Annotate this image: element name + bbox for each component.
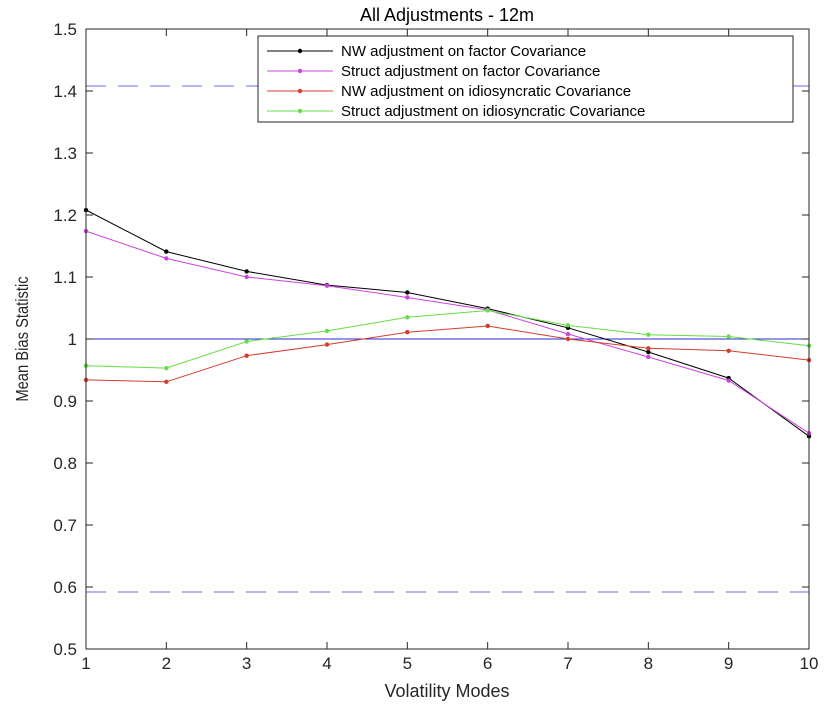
x-tick-label: 8 [644,654,653,673]
data-point [324,328,330,334]
chart-title: All Adjustments - 12m [360,5,534,25]
legend-marker-3 [297,108,303,114]
y-tick-label: 0.8 [53,454,77,473]
data-point [405,290,410,295]
y-tick-label: 1.5 [53,20,77,39]
legend: NW adjustment on factor Covariance Struct… [257,35,794,123]
data-point [646,349,651,355]
data-point [164,256,169,261]
legend-label-3: Struct adjustment on idiosyncratic Covar… [341,103,645,120]
y-axis-title: Mean Bias Statistic [13,276,33,401]
series-3 [83,308,812,371]
data-point [324,283,330,288]
y-tick-label: 0.5 [53,640,77,659]
data-point [565,336,571,342]
series-line-3 [85,309,810,369]
data-point [405,329,410,335]
x-tick-label: 6 [483,654,492,673]
data-point [646,332,651,337]
y-tick-label: 1 [68,330,77,349]
x-tick-label: 5 [403,654,412,673]
data-point [646,354,651,360]
y-tick-label: 1.3 [53,144,77,163]
x-axis-title: Volatility Modes [384,681,509,701]
ticks-layer: 1 2 3 4 5 6 7 8 9 10 0.5 0.6 0.7 0.8 0.9 1 1.1 1.2 1.3 1.4 1… [53,20,818,673]
data-point [244,353,249,358]
y-tick-label: 0.9 [53,392,77,411]
data-point [485,323,490,329]
data-point [565,331,571,337]
x-tick-label: 9 [724,654,733,673]
y-tick-label: 1.1 [53,268,77,287]
x-tick-label: 4 [322,654,331,673]
data-point [565,323,571,328]
x-tick-label: 1 [81,654,90,673]
data-point [164,365,169,371]
y-tick-label: 0.7 [53,516,77,535]
legend-box [257,35,794,123]
legend-marker-2 [297,88,303,94]
data-point [646,346,651,351]
series-line-2 [85,325,810,383]
x-tick-label: 2 [162,654,171,673]
data-point [244,274,249,280]
data-point [405,295,410,300]
y-tick-label: 1.4 [53,82,77,101]
legend-label-1: Struct adjustment on factor Covariance [341,63,600,80]
data-point [726,334,731,339]
y-tick-label: 0.6 [53,578,77,597]
series-line-1 [85,230,810,434]
data-point [164,249,169,254]
legend-label-2: NW adjustment on idiosyncratic Covarianc… [341,83,631,100]
y-tick-label: 1.2 [53,206,77,225]
series-layer [83,207,812,439]
legend-marker-1 [297,68,303,74]
x-tick-label: 3 [242,654,251,673]
data-point [726,348,731,353]
legend-label-0: NW adjustment on factor Covariance [341,43,586,60]
series-1 [83,228,812,436]
data-point [405,315,410,320]
data-point [244,339,249,344]
x-tick-label: 7 [563,654,572,673]
data-point [324,342,330,347]
data-point [244,269,249,274]
legend-marker-0 [297,48,303,54]
series-line-0 [85,209,810,437]
data-point [164,379,169,384]
x-tick-label: 10 [800,654,819,673]
data-point [726,378,731,383]
data-point [485,308,490,313]
